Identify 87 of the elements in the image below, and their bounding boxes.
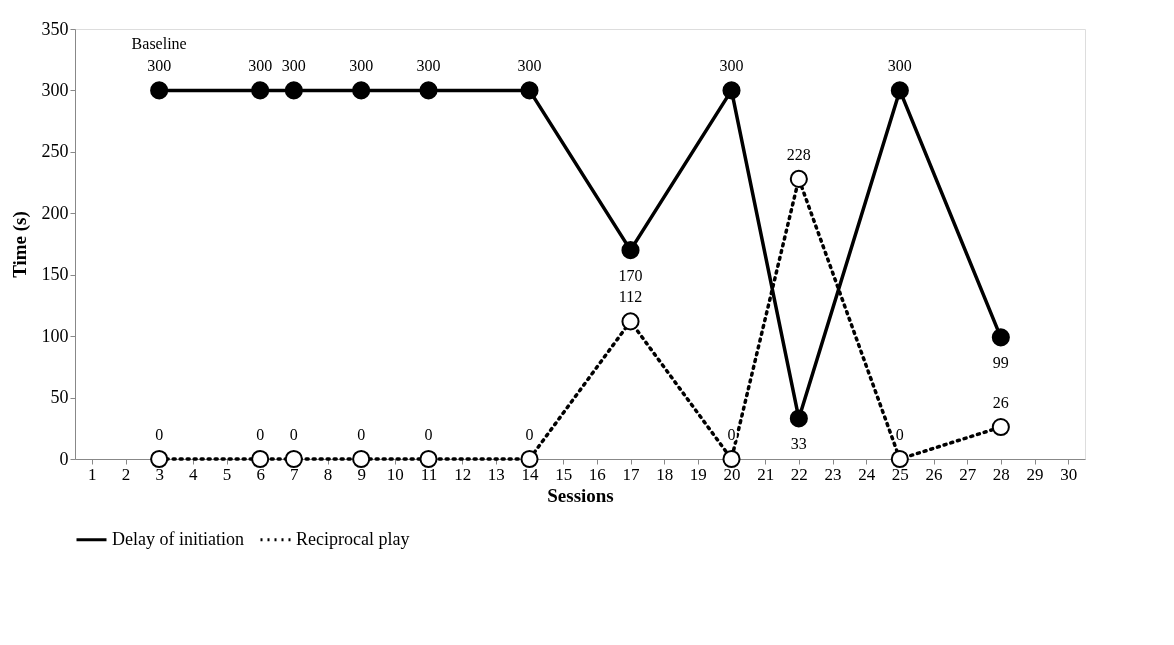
y-tick-label: 150 (41, 264, 69, 285)
x-tick-label: 15 (555, 464, 573, 484)
x-tick-label: 20 (723, 464, 741, 484)
point (520, 81, 539, 100)
x-tick-label: 14 (521, 464, 539, 484)
data-label: 300 (147, 57, 172, 75)
data-label: 112 (618, 288, 643, 306)
x-tick-label: 26 (925, 464, 943, 484)
point (722, 81, 741, 100)
x-tick-label: 3 (155, 464, 164, 484)
x-tick-label: 17 (622, 464, 640, 484)
data-label: 0 (424, 426, 433, 443)
x-tick-label: 24 (858, 464, 876, 484)
point (251, 81, 270, 100)
x-tick-label: 10 (386, 464, 404, 484)
data-label: 26 (992, 394, 1009, 412)
data-label: 0 (525, 426, 534, 443)
data-label: 300 (248, 57, 273, 75)
point (284, 449, 303, 469)
annotation: Baseline (131, 35, 187, 53)
y-tick-label: 100 (41, 325, 69, 346)
x-tick-label: 12 (454, 464, 472, 484)
x-tick-label: 16 (588, 464, 606, 484)
point (991, 328, 1010, 347)
y-tick-label: 50 (50, 387, 69, 408)
x-tick-label: 22 (790, 464, 808, 484)
data-label: 0 (256, 426, 265, 443)
point (890, 81, 909, 100)
x-tick-label: 23 (824, 464, 842, 484)
x-tick-label: 6 (256, 464, 265, 484)
data-label: 300 (719, 57, 744, 75)
data-label: 228 (786, 145, 811, 163)
data-label: 170 (618, 267, 643, 285)
data-label: 0 (895, 426, 904, 443)
x-axis-title: Sessions (547, 484, 614, 506)
data-label: 300 (887, 57, 912, 75)
point (150, 449, 169, 469)
point (621, 241, 640, 260)
y-tick-label: 350 (41, 18, 69, 39)
point (789, 169, 808, 188)
x-tick-label: 18 (656, 464, 674, 484)
y-tick-label: 0 (59, 448, 69, 469)
y-tick-label: 250 (41, 141, 69, 162)
x-tick-label: 29 (1026, 464, 1044, 484)
point (352, 449, 371, 469)
data-label: 33 (790, 435, 807, 453)
data-label: 300 (517, 57, 542, 75)
y-axis-title: Time (s) (8, 211, 31, 278)
x-tick-label: 11 (420, 464, 438, 484)
data-label: 99 (992, 354, 1009, 372)
x-tick-label: 19 (689, 464, 707, 484)
data-label: 0 (155, 426, 164, 443)
x-tick-label: 28 (992, 464, 1010, 484)
point (352, 81, 371, 100)
point (251, 449, 270, 469)
x-tick-label: 21 (757, 464, 775, 484)
y-tick-label: 300 (41, 79, 69, 100)
legend-label: Delay of initiation (112, 528, 244, 549)
x-tick-label: 8 (323, 464, 333, 484)
x-tick-label: 9 (357, 464, 366, 484)
data-label: 0 (289, 426, 298, 443)
data-label: 300 (349, 57, 374, 75)
point (722, 449, 741, 469)
x-tick-label: 30 (1060, 464, 1078, 484)
data-label: 0 (357, 426, 366, 443)
point (991, 418, 1010, 437)
x-tick-label: 4 (189, 464, 199, 484)
legend-label: Reciprocal play (296, 528, 410, 549)
point (150, 81, 169, 100)
data-label: 300 (416, 57, 441, 75)
x-tick-label: 13 (487, 464, 505, 484)
point (419, 449, 438, 469)
point (621, 312, 640, 331)
x-tick-label: 25 (891, 464, 909, 484)
y-tick-label: 200 (41, 202, 69, 223)
x-tick-label: 7 (290, 464, 300, 484)
point (890, 449, 909, 469)
point (419, 81, 438, 100)
x-tick-label: 5 (222, 464, 232, 484)
x-tick-label: 27 (959, 464, 977, 484)
point (789, 409, 808, 428)
point (284, 81, 303, 100)
x-tick-label: 1 (88, 464, 97, 484)
data-label: 300 (281, 57, 306, 75)
data-label: 0 (727, 426, 736, 443)
x-tick-label: 2 (121, 464, 131, 484)
point (520, 449, 539, 469)
